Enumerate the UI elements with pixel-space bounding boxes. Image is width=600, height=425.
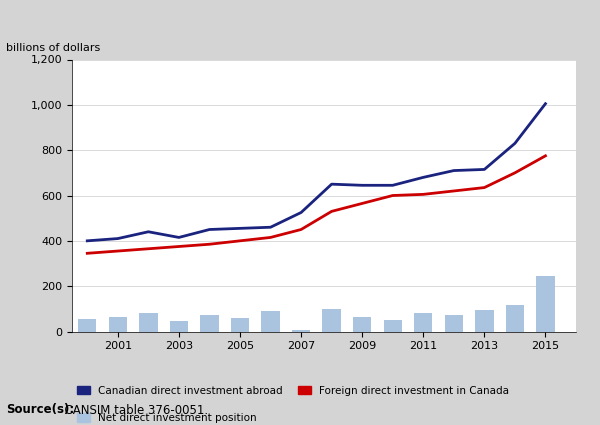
Bar xyxy=(414,313,433,332)
Text: CANSIM table 376-0051.: CANSIM table 376-0051. xyxy=(57,403,208,416)
Text: Source(s):: Source(s): xyxy=(6,403,74,416)
Bar xyxy=(475,310,494,332)
Bar xyxy=(200,314,218,332)
Bar xyxy=(536,276,554,332)
Legend: Net direct investment position: Net direct investment position xyxy=(77,413,257,423)
Bar xyxy=(445,314,463,332)
Bar xyxy=(353,317,371,332)
Bar xyxy=(506,306,524,332)
Bar xyxy=(231,318,249,332)
Bar xyxy=(139,313,158,332)
Bar xyxy=(322,309,341,332)
Bar xyxy=(170,321,188,332)
Bar xyxy=(383,320,402,332)
Bar xyxy=(109,317,127,332)
Bar xyxy=(292,330,310,332)
Text: billions of dollars: billions of dollars xyxy=(6,43,100,53)
Bar xyxy=(262,311,280,332)
Bar xyxy=(78,319,97,332)
